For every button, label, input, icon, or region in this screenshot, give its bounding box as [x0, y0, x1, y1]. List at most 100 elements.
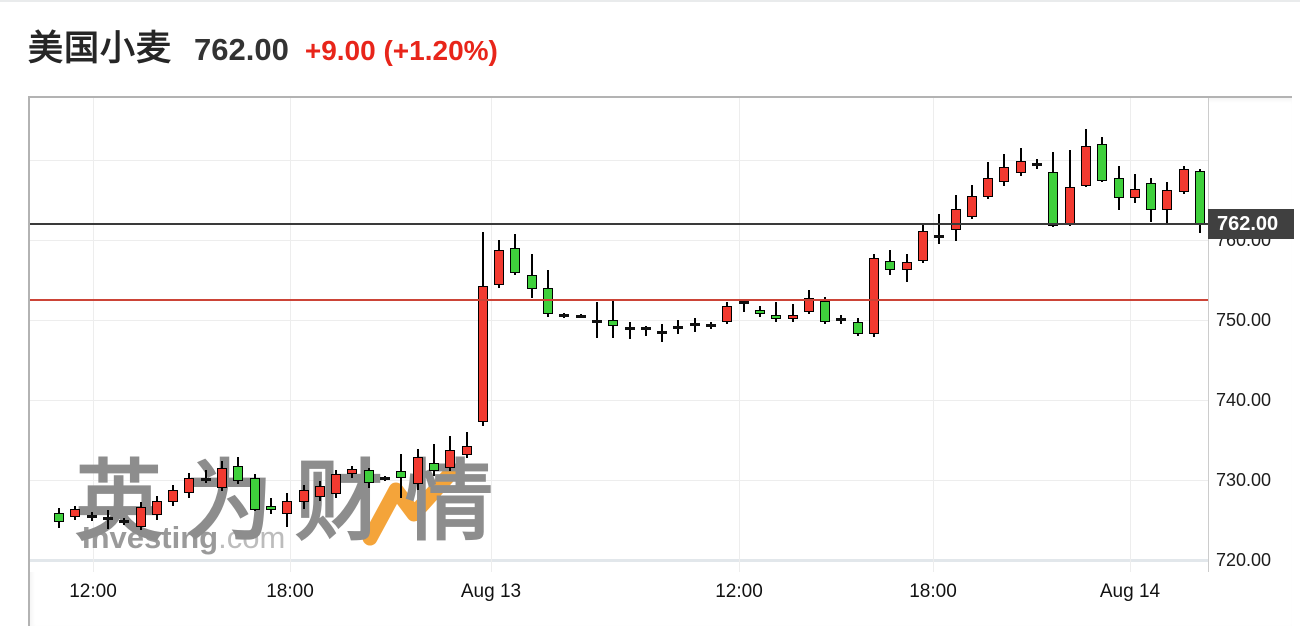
- candle-up: [1162, 189, 1173, 211]
- candle-down: [510, 248, 521, 273]
- y-axis-label: 720.00: [1216, 550, 1272, 570]
- candle-down: [1113, 177, 1124, 199]
- candle-up: [298, 490, 309, 503]
- x-axis-label: 12:00: [69, 581, 117, 602]
- candle-doji: [200, 478, 211, 482]
- x-axis-label: 18:00: [909, 581, 957, 602]
- chart-plot-area[interactable]: 英为财情 Investing.com: [30, 98, 1209, 572]
- gridline-v: [491, 98, 492, 572]
- candle-down: [754, 310, 765, 315]
- candle-up: [983, 178, 994, 197]
- gridline-v: [290, 98, 291, 572]
- candle-wick: [204, 470, 207, 484]
- candle-wick: [742, 300, 745, 312]
- candle-up: [803, 297, 814, 312]
- candle-up: [1080, 146, 1091, 186]
- candle-up: [1064, 187, 1075, 224]
- candle-down: [428, 463, 439, 472]
- watermark-investing: Investing.com: [82, 522, 285, 553]
- candle-wick: [791, 304, 794, 322]
- candle-down: [771, 315, 782, 320]
- candle-doji: [934, 235, 945, 239]
- candle-up: [445, 450, 456, 468]
- candle-up: [151, 500, 162, 516]
- gridline-h: [30, 559, 1208, 562]
- candle-down: [1097, 144, 1108, 181]
- candle-down: [363, 470, 374, 484]
- candle-up: [347, 468, 358, 475]
- candle-up: [70, 508, 81, 517]
- candle-wick: [628, 321, 631, 340]
- chart-container: 英为财情 Investing.com 760.00 750.00 740.00 730…: [28, 96, 1294, 626]
- instrument-name: 美国小麦: [28, 29, 173, 68]
- candle-up: [917, 231, 928, 261]
- candle-doji: [673, 325, 684, 329]
- candle-down: [233, 466, 244, 481]
- y-axis-label: 730.00: [1216, 470, 1272, 490]
- last-price: 762.00: [194, 32, 289, 67]
- watermark-dotcom-text: .com: [218, 520, 286, 555]
- gridline-v: [1130, 98, 1131, 572]
- candle-up: [722, 305, 733, 322]
- candle-doji: [1032, 163, 1042, 167]
- candle-doji: [706, 324, 716, 328]
- candle-up: [184, 478, 195, 493]
- candle-up: [494, 250, 505, 285]
- candle-up: [1129, 188, 1140, 199]
- candle-up: [477, 285, 488, 423]
- candle-doji: [836, 317, 847, 321]
- gridline-h: [30, 320, 1208, 321]
- candle-doji: [380, 476, 390, 480]
- current-price-line: [30, 223, 1208, 225]
- candle-up: [869, 258, 879, 335]
- candle-up: [999, 167, 1010, 183]
- candle-up: [1015, 160, 1026, 173]
- candle-up: [787, 315, 798, 320]
- candle-down: [54, 512, 64, 523]
- candle-up: [135, 507, 146, 528]
- candle-up: [1178, 168, 1189, 192]
- x-axis-label: 18:00: [266, 581, 314, 602]
- candle-down: [820, 300, 831, 322]
- gridline-h: [30, 240, 1208, 241]
- candle-up: [282, 500, 293, 515]
- current-price-badge: 762.00: [1208, 209, 1294, 239]
- candle-wick: [775, 302, 778, 322]
- candle-doji: [624, 327, 635, 331]
- candle-doji: [657, 330, 668, 334]
- candle-down: [249, 477, 260, 510]
- candle-down: [1048, 172, 1059, 226]
- candle-doji: [575, 314, 586, 318]
- price-change: +9.00 (+1.20%): [304, 35, 498, 66]
- candle-down: [852, 321, 863, 334]
- gridline-v: [93, 98, 94, 572]
- candle-up: [412, 456, 423, 484]
- x-axis-label: Aug 14: [1099, 581, 1161, 602]
- candle-down: [1146, 183, 1157, 210]
- candle-up: [217, 468, 227, 488]
- candle-wick: [432, 444, 435, 476]
- candle-wick: [1133, 173, 1136, 204]
- investing-logo-mark-icon: [362, 468, 458, 546]
- candle-down: [265, 505, 276, 511]
- candle-up: [461, 446, 472, 456]
- gridline-h: [30, 400, 1208, 401]
- candle-down: [396, 471, 407, 479]
- gridline-h: [30, 480, 1208, 481]
- candle-down: [608, 320, 619, 326]
- x-axis-label: Aug 13: [460, 581, 522, 602]
- instrument-header: 美国小麦 762.00 +9.00 (+1.20%): [28, 20, 498, 71]
- watermark-investing-text: Investing: [82, 520, 219, 555]
- candle-wick: [938, 214, 941, 244]
- candle-up: [966, 196, 977, 217]
- candle-up: [950, 208, 961, 230]
- candle-wick: [595, 302, 598, 338]
- candle-doji: [738, 300, 749, 304]
- candle-down: [526, 275, 537, 289]
- candle-up: [314, 485, 325, 497]
- top-edge-strip: [0, 0, 1300, 2]
- candle-down: [885, 260, 896, 271]
- candle-down: [543, 288, 553, 315]
- candle-up: [901, 261, 912, 270]
- candle-doji: [640, 326, 651, 330]
